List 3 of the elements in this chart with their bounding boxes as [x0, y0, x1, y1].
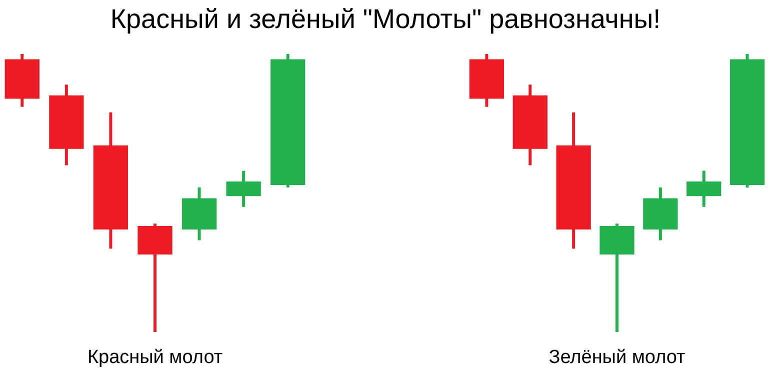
x-axis-title: Зелёный молот — [548, 347, 686, 369]
x-axis-title: Красный молот — [86, 347, 224, 369]
text: Красный и зелёный "Молоты" равнозначны! — [109, 4, 662, 35]
